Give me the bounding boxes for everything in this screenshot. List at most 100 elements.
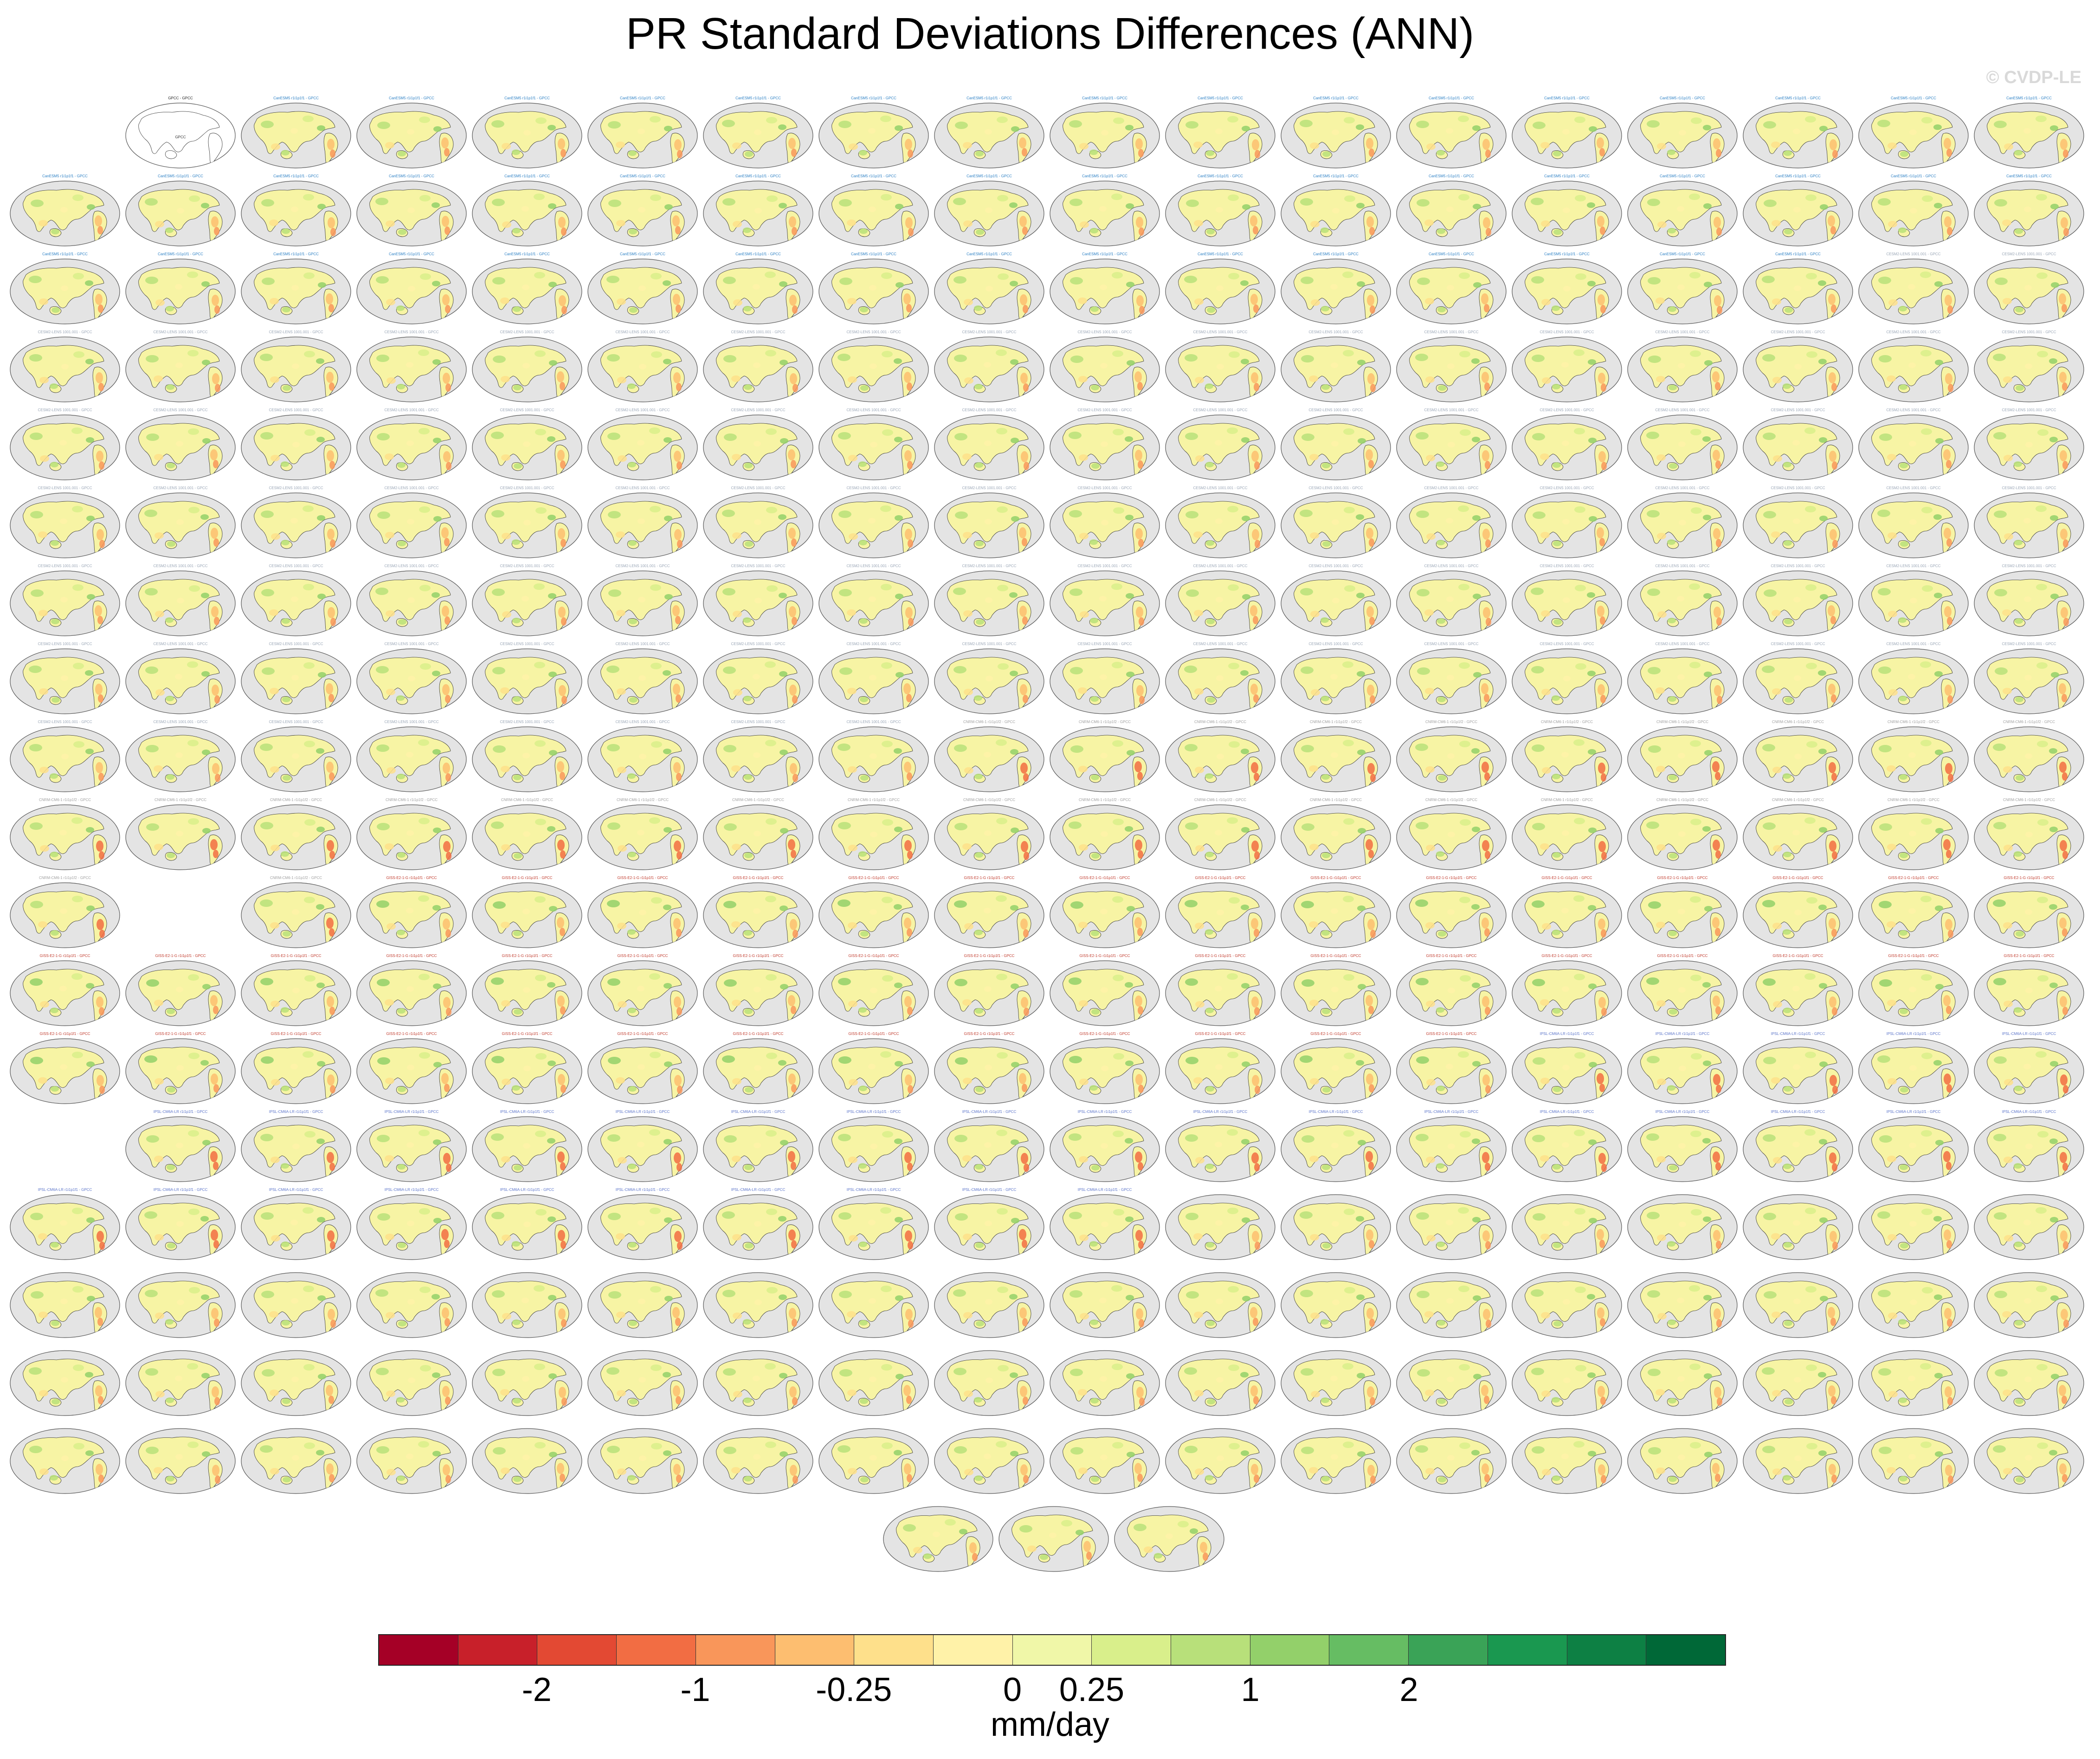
map-globe (356, 1272, 467, 1338)
anomaly-patch (1879, 433, 1892, 441)
anomaly-patch (673, 1385, 680, 1397)
anomaly-patch (664, 1061, 672, 1067)
anomaly-patch (1713, 1151, 1720, 1163)
anomaly-patch (788, 1151, 795, 1162)
anomaly-patch (397, 1164, 406, 1170)
panel-title: CanESM5 r1i1p1f1 - GPCC (1429, 252, 1474, 256)
anomaly-patch (1010, 359, 1018, 365)
anomaly-patch (1667, 1241, 1675, 1247)
anomaly-patch (1599, 1084, 1605, 1092)
anomaly-patch (1471, 358, 1480, 364)
map-panel: CESM2-LENS 1001.001 - GPCC (933, 407, 1046, 482)
anomaly-patch (71, 427, 83, 434)
map-globe (356, 492, 467, 558)
map-panel: CESM2-LENS 1001.001 - GPCC (355, 330, 468, 404)
map-globe (472, 804, 582, 870)
anomaly-patch (895, 125, 903, 131)
map-globe (1114, 1506, 1224, 1572)
anomaly-patch (211, 606, 219, 617)
anomaly-patch (964, 767, 973, 774)
anomaly-patch (608, 1291, 621, 1299)
anomaly-patch (1713, 528, 1720, 539)
anomaly-patch (2061, 1309, 2068, 1320)
anomaly-patch (493, 1447, 506, 1455)
anomaly-patch (1829, 996, 1836, 1008)
anomaly-patch (1332, 519, 1339, 525)
anomaly-patch (72, 584, 84, 591)
anomaly-patch (501, 1156, 510, 1163)
panel-title (702, 1421, 815, 1427)
anomaly-patch (2049, 827, 2058, 832)
map-panel: IPSL-CM6A-LR r1i1p1f1 - GPCC (355, 1187, 468, 1261)
panel-title: CanESM5 r1i1p1f1 - GPCC (1198, 174, 1243, 178)
anomaly-patch (790, 763, 797, 774)
panel-title: CESM2-LENS 1001.001 - GPCC (731, 330, 786, 334)
anomaly-patch (765, 661, 776, 668)
anomaly-patch (146, 1135, 159, 1143)
panel-title: CESM2-LENS 1001.001 - GPCC (269, 486, 323, 490)
anomaly-patch (984, 1454, 991, 1459)
anomaly-patch (903, 293, 911, 304)
map-globe (1165, 103, 1275, 168)
anomaly-patch (2014, 1007, 2022, 1013)
anomaly-patch (2060, 1230, 2068, 1242)
anomaly-patch (398, 151, 406, 156)
map-panel: IPSL-CM6A-LR r1i1p1f1 - GPCC (1741, 1109, 1855, 1183)
anomaly-patch (638, 129, 645, 134)
map-panel: GISS-E2-1-G r1i1p1f1 - GPCC (817, 953, 930, 1028)
anomaly-patch (1078, 1389, 1087, 1396)
anomaly-patch (628, 1086, 637, 1092)
anomaly-patch (1541, 689, 1551, 695)
anomaly-patch (1370, 1397, 1375, 1405)
anomaly-patch (754, 1300, 762, 1305)
anomaly-patch (1426, 845, 1435, 851)
anomaly-patch (1784, 540, 1792, 546)
map-panel (1857, 1187, 1970, 1261)
panel-title: CESM2-LENS 1001.001 - GPCC (1193, 486, 1248, 490)
anomaly-patch (95, 1307, 102, 1318)
map-panel: CanESM5 r1i1p1f1 - GPCC (702, 174, 815, 248)
anomaly-patch (2060, 996, 2067, 1007)
panel-title: GISS-E2-1-G r1i1p1f1 - GPCC (2003, 876, 2055, 880)
anomaly-patch (1657, 1235, 1666, 1241)
anomaly-patch (560, 850, 566, 859)
map-panel: CanESM5 r1i1p1f1 - GPCC (8, 252, 122, 326)
anomaly-patch (213, 1240, 219, 1248)
panel-title: GISS-E2-1-G r1i1p1f1 - GPCC (1195, 1032, 1246, 1036)
map-panel: IPSL-CM6A-LR r1i1p1f1 - GPCC (239, 1109, 353, 1183)
anomaly-patch (375, 588, 388, 595)
map-globe (1974, 1428, 2084, 1494)
anomaly-patch (1485, 539, 1491, 548)
anomaly-patch (282, 1398, 290, 1404)
map-globe (356, 103, 467, 168)
map-globe (1627, 882, 1738, 948)
anomaly-patch (848, 1468, 857, 1474)
anomaly-patch (502, 1235, 511, 1241)
map-globe (472, 726, 582, 792)
panel-title: CESM2-LENS 1001.001 - GPCC (2002, 642, 2056, 646)
anomaly-patch (304, 975, 316, 982)
anomaly-patch (97, 226, 103, 234)
panel-title: GISS-E2-1-G r1i1p1f1 - GPCC (502, 876, 553, 880)
anomaly-patch (560, 460, 566, 469)
anomaly-patch (894, 827, 902, 832)
anomaly-patch (292, 832, 300, 837)
panel-title: GISS-E2-1-G r1i1p1f1 - GPCC (1657, 876, 1708, 880)
map-panel: CNRM-CM6-1 r1i1p1f2 - GPCC (239, 875, 353, 950)
anomaly-patch (1009, 1294, 1018, 1300)
anomaly-patch (1920, 272, 1931, 278)
anomaly-patch (2050, 204, 2059, 209)
anomaly-patch (523, 520, 531, 525)
anomaly-patch (2063, 1085, 2068, 1093)
anomaly-patch (1552, 1008, 1561, 1014)
anomaly-patch (1773, 1001, 1782, 1008)
anomaly-patch (1703, 203, 1712, 209)
panel-title: CESM2-LENS 1001.001 - GPCC (1077, 408, 1132, 412)
anomaly-patch (290, 1220, 298, 1225)
panel-title: CNRM-CM6-1 r1i1p1f2 - GPCC (732, 798, 785, 802)
anomaly-patch (1486, 618, 1491, 626)
anomaly-patch (1647, 1290, 1660, 1298)
anomaly-patch (445, 773, 451, 782)
anomaly-patch (1668, 696, 1676, 702)
anomaly-patch (1100, 674, 1107, 680)
